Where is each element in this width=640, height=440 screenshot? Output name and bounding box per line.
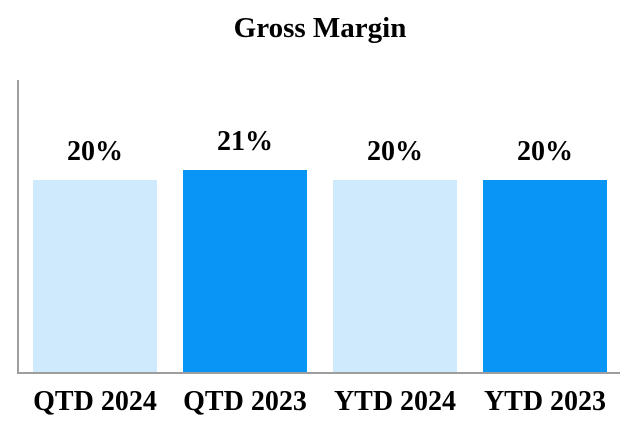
chart-title: Gross Margin [233,12,407,44]
bar-qtd-2023 [183,170,307,372]
bar-value-label-ytd-2024: 20% [367,136,423,167]
x-axis-label-ytd-2023: YTD 2023 [483,386,607,417]
x-axis-label-qtd-2023: QTD 2023 [183,386,307,417]
x-axis-label-ytd-2024: YTD 2024 [333,386,457,417]
bar-qtd-2024 [33,180,157,372]
x-axis-line [17,372,620,374]
bar-value-label-ytd-2023: 20% [517,136,573,167]
bar-value-label-qtd-2023: 21% [217,126,273,157]
bar-value-label-qtd-2024: 20% [67,136,123,167]
y-axis-line [17,80,19,374]
x-axis-label-qtd-2024: QTD 2024 [33,386,157,417]
bar-ytd-2024 [333,180,457,372]
bar-ytd-2023 [483,180,607,372]
